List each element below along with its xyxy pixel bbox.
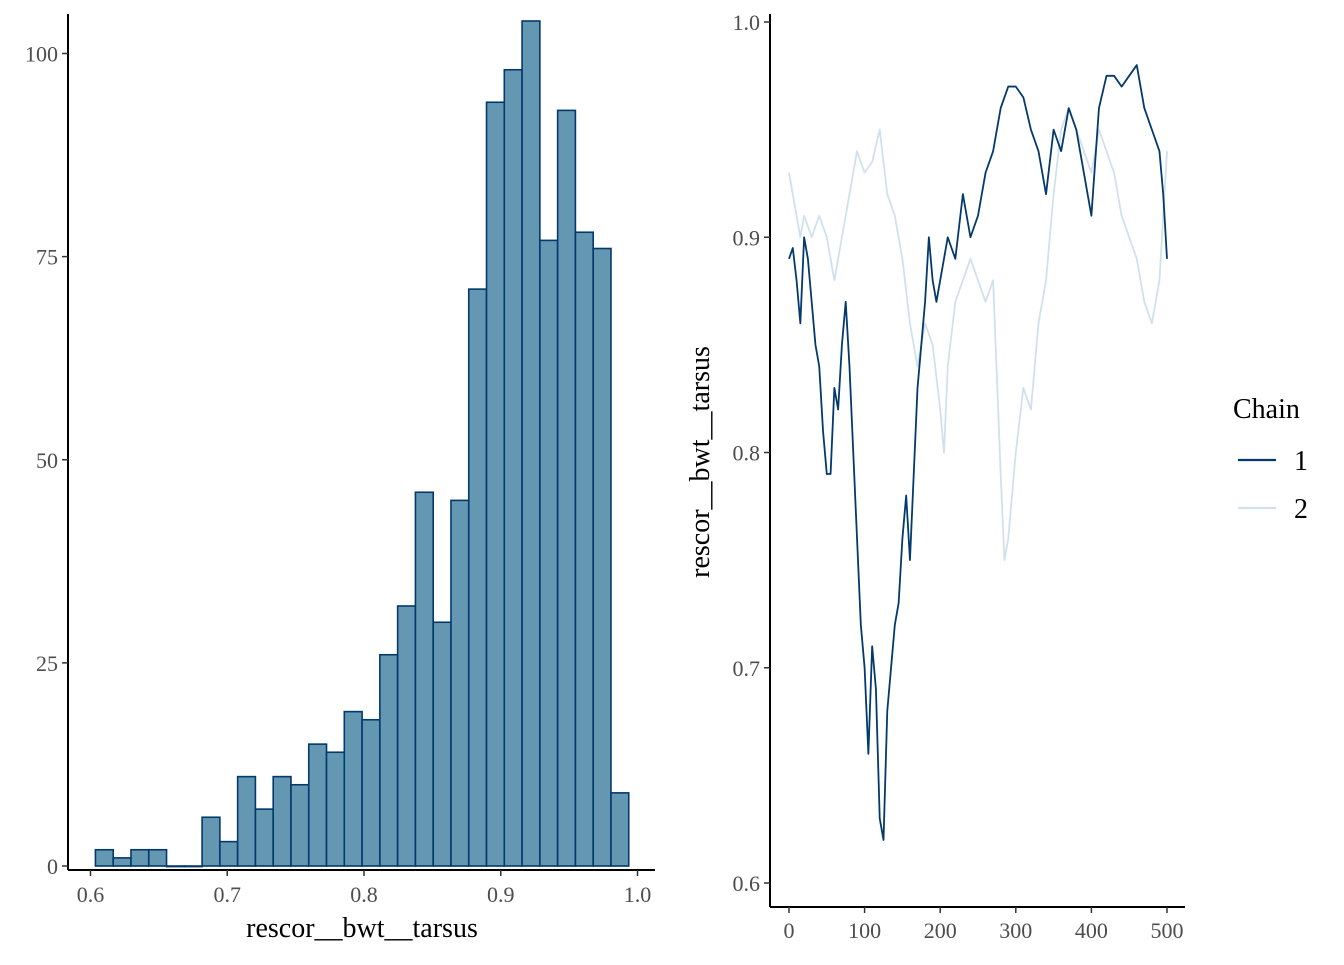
trace-x-tick-label: 300 <box>999 918 1032 943</box>
histogram-x-axis-title: rescor__bwt__tarsus <box>246 913 478 944</box>
trace-y-tick-label: 1.0 <box>733 10 761 35</box>
histogram-panel: 0 25 50 75 100 0.6 0.7 0.8 0.9 1.0 rescor__bwt__ta… <box>25 14 655 944</box>
legend-label-chain-2: 2 <box>1294 494 1308 525</box>
trace-y-tick-label: 0.8 <box>733 441 761 466</box>
trace-x-tick-label: 100 <box>848 918 881 943</box>
legend-title: Chain <box>1233 394 1300 425</box>
histogram-bar <box>307 743 328 867</box>
trace-x-tick-label: 400 <box>1075 918 1108 943</box>
histogram-bar <box>112 857 132 867</box>
histogram-bar <box>94 848 114 867</box>
histogram-bar <box>396 605 417 867</box>
trace-y-tick-label: 0.9 <box>733 225 761 250</box>
histogram-y-tick-label: 100 <box>25 42 58 67</box>
histogram-bar <box>343 710 363 867</box>
histogram-x-tick-label: 0.9 <box>487 882 515 907</box>
histogram-bar <box>503 68 523 867</box>
histogram-bar <box>361 718 381 867</box>
histogram-y-tick-label: 25 <box>36 651 58 676</box>
trace-x-tick-label: 500 <box>1151 918 1184 943</box>
histogram-bar <box>254 808 274 867</box>
histogram-bar <box>610 792 630 867</box>
histogram-x-tick-label: 0.7 <box>214 882 242 907</box>
histogram-bar <box>183 865 203 868</box>
histogram-bar <box>379 653 399 867</box>
histogram-bar <box>574 231 594 867</box>
histogram-bar <box>450 499 470 867</box>
histogram-x-tick-label: 1.0 <box>624 882 652 907</box>
histogram-bar <box>556 109 577 867</box>
histogram-bar <box>290 783 310 867</box>
histogram-bar <box>272 775 292 867</box>
histogram-y-tick-label: 75 <box>36 245 58 270</box>
histogram-bar <box>521 20 541 867</box>
histogram-x-tick-label: 0.8 <box>350 882 378 907</box>
trace-y-tick-label: 0.6 <box>733 871 761 896</box>
histogram-bar <box>147 848 168 867</box>
histogram-bar <box>432 621 452 867</box>
chain-legend: Chain 1 2 <box>1233 394 1308 525</box>
trace-y-tick-label: 0.7 <box>733 656 761 681</box>
trace-line-chain-1 <box>788 64 1168 841</box>
histogram-bar <box>325 751 346 867</box>
legend-label-chain-1: 1 <box>1294 446 1308 477</box>
trace-line-chain-2 <box>788 107 1168 562</box>
histogram-x-tick-label: 0.6 <box>77 882 105 907</box>
histogram-bar <box>236 775 257 867</box>
histogram-bar <box>592 247 612 867</box>
histogram-bar <box>414 491 435 867</box>
histogram-bar <box>219 840 239 867</box>
histogram-bar <box>130 848 150 867</box>
trace-y-axis-title: rescor__bwt__tarsus <box>685 346 716 578</box>
histogram-bar <box>467 288 488 867</box>
histogram-bar <box>485 101 506 867</box>
trace-x-tick-label: 0 <box>784 918 795 943</box>
histogram-y-tick-label: 50 <box>36 448 58 473</box>
histogram-bar <box>165 865 186 868</box>
trace-panel: 0.6 0.7 0.8 0.9 1.0 0 100 200 300 400 500 rescor__b… <box>685 10 1185 943</box>
histogram-y-tick-label: 0 <box>47 854 58 879</box>
trace-x-tick-label: 200 <box>924 918 957 943</box>
histogram-bar <box>539 239 559 867</box>
histogram-bar <box>201 816 221 867</box>
